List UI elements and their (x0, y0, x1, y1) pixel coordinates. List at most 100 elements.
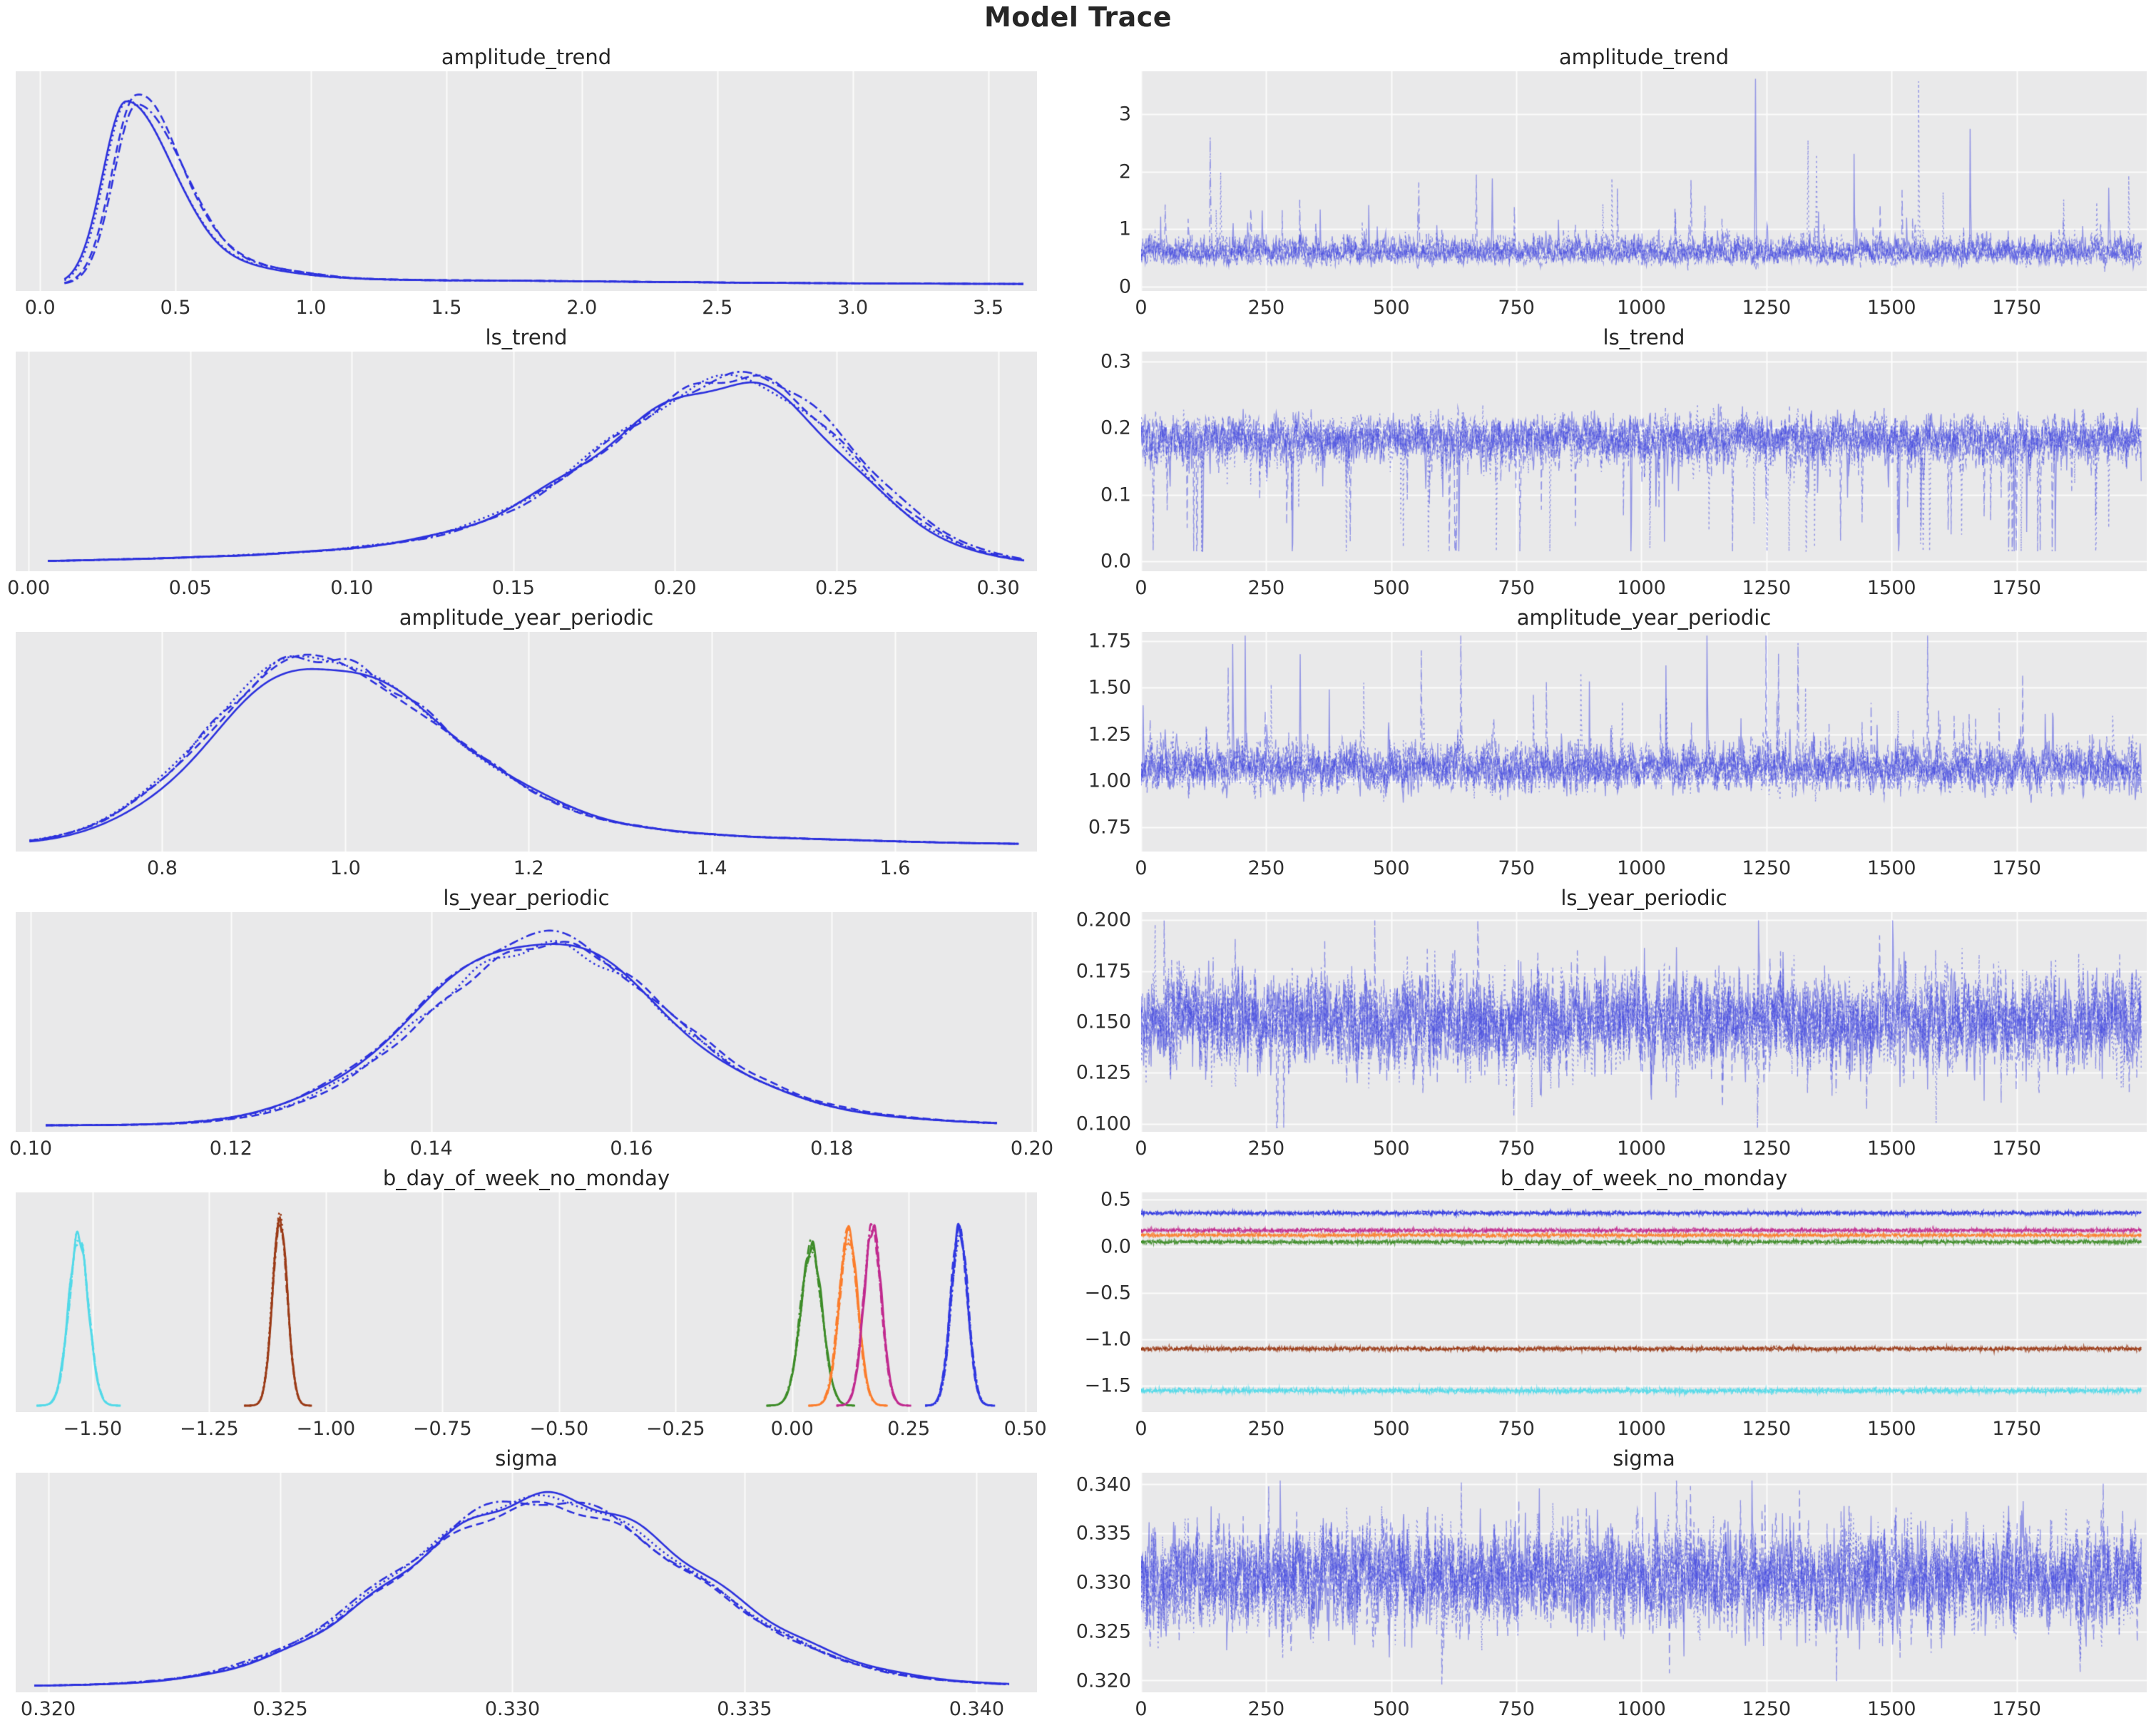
x-tick-label: 500 (1372, 1418, 1410, 1440)
x-tick-label: 250 (1247, 577, 1285, 599)
x-tick-label: 750 (1498, 857, 1535, 879)
x-tick-label: 750 (1498, 1698, 1535, 1720)
x-tick-label: 0 (1135, 1418, 1148, 1440)
x-tick-label: 0.340 (949, 1698, 1005, 1720)
x-tick-label: 1250 (1742, 577, 1792, 599)
panel-title: sigma (495, 1446, 558, 1471)
kde-canvas-sigma (16, 1473, 1037, 1692)
trace-canvas-amplitude_year_periodic (1141, 632, 2147, 852)
panel-ls_year_periodic-kde: ls_year_periodic 0.10 0.12 0.14 0.16 0.18 0.20 (9, 884, 1053, 1164)
x-tick-label: 0.0 (24, 297, 56, 319)
x-tick-label: 500 (1372, 1137, 1410, 1160)
x-tick-label: 1500 (1866, 297, 1916, 319)
x-tick-label: 1750 (1992, 1137, 2041, 1160)
kde-plot-area (16, 71, 1037, 291)
x-axis-labels: 0 250 500 750 1000 1250 1500 1750 (1135, 571, 2147, 601)
x-axis-labels: 0 250 500 750 1000 1250 1500 1750 (1135, 291, 2147, 321)
x-tick-label: 1.0 (295, 297, 327, 319)
y-tick-label: 0.5 (1100, 1188, 1131, 1211)
y-tick-label: −1.0 (1084, 1328, 1131, 1351)
x-tick-label: 1000 (1617, 857, 1666, 879)
y-tick-label: 0 (1118, 275, 1131, 298)
x-tick-label: 0.00 (770, 1418, 814, 1440)
x-tick-label: 750 (1498, 1418, 1535, 1440)
x-tick-label: −1.50 (63, 1418, 123, 1440)
panel-b_day_of_week_no_monday-trace: b_day_of_week_no_monday 0.5 0.0 −0.5 −1.0 −1.… (1084, 1164, 2147, 1444)
x-tick-label: 750 (1498, 577, 1535, 599)
trace-plot-area: 0.0 0.1 0.2 0.3 (1100, 351, 2147, 573)
kde-canvas-amplitude_trend (16, 71, 1037, 291)
x-tick-label: 3.5 (973, 297, 1004, 319)
x-axis-labels: −1.50 −1.25 −1.00 −0.75 −0.50 −0.25 0.00 0.25 0.… (16, 1412, 1047, 1442)
y-tick-label: 0.200 (1076, 909, 1131, 931)
y-tick-label: 1.75 (1088, 630, 1131, 653)
x-tick-label: 750 (1498, 1137, 1535, 1160)
y-tick-label: −0.5 (1084, 1282, 1131, 1304)
x-tick-label: 0.20 (1010, 1137, 1054, 1160)
x-tick-label: 0 (1135, 297, 1148, 319)
x-tick-label: 1250 (1742, 857, 1792, 879)
x-tick-label: 500 (1372, 297, 1410, 319)
x-tick-label: 250 (1247, 1137, 1285, 1160)
y-tick-label: 0.2 (1100, 416, 1131, 439)
panel-title: b_day_of_week_no_monday (382, 1166, 670, 1190)
y-tick-label: 0.75 (1088, 816, 1131, 839)
x-tick-label: 0.20 (653, 577, 697, 599)
x-tick-label: 0.12 (209, 1137, 252, 1160)
panel-title: ls_year_periodic (443, 886, 610, 910)
trace-canvas-b_day_of_week_no_monday (1141, 1192, 2147, 1412)
panel-title: amplitude_year_periodic (1516, 605, 1772, 630)
x-tick-label: 1750 (1992, 297, 2041, 319)
x-tick-label: 1.6 (879, 857, 911, 879)
x-tick-label: −0.50 (529, 1418, 589, 1440)
x-tick-label: 0.330 (484, 1698, 541, 1720)
x-tick-label: 0.00 (7, 577, 51, 599)
x-tick-label: 1.4 (696, 857, 727, 879)
panel-title: b_day_of_week_no_monday (1500, 1166, 1788, 1190)
x-tick-label: 500 (1372, 857, 1410, 879)
x-tick-label: 1750 (1992, 1698, 2041, 1720)
x-tick-label: 250 (1247, 1698, 1285, 1720)
panel-ls_year_periodic-trace: ls_year_periodic 0.100 0.125 0.150 0.175 0.20… (1076, 884, 2147, 1164)
x-tick-label: 1500 (1866, 577, 1916, 599)
x-tick-label: 0.25 (814, 577, 859, 599)
y-tick-label: 0.125 (1076, 1061, 1131, 1084)
trace-canvas-ls_year_periodic (1141, 912, 2147, 1132)
x-tick-label: 250 (1247, 857, 1285, 879)
trace-plot-area: 0.5 0.0 −0.5 −1.0 −1.5 (1084, 1189, 2147, 1412)
kde-plot-area (16, 352, 1037, 571)
panel-title: ls_trend (485, 325, 568, 349)
x-tick-label: 1000 (1617, 577, 1666, 599)
x-tick-label: 1500 (1866, 857, 1916, 879)
x-tick-label: 0.5 (160, 297, 191, 319)
x-tick-label: 0 (1135, 857, 1148, 879)
x-tick-label: 2.5 (702, 297, 733, 319)
panel-sigma-kde: sigma 0.320 0.325 0.330 0.335 0.340 (16, 1444, 1037, 1724)
x-tick-label: 1750 (1992, 1418, 2041, 1440)
x-tick-label: 1000 (1617, 1418, 1666, 1440)
trace-canvas-sigma (1141, 1473, 2147, 1692)
x-tick-label: 1000 (1617, 1137, 1666, 1160)
x-tick-label: 0.10 (330, 577, 374, 599)
x-axis-labels: 0 250 500 750 1000 1250 1500 1750 (1135, 852, 2147, 881)
x-tick-label: 1250 (1742, 1698, 1792, 1720)
x-tick-label: 1.2 (513, 857, 544, 879)
y-tick-label: 0.100 (1076, 1113, 1131, 1135)
x-tick-label: 1000 (1617, 297, 1666, 319)
x-axis-labels: 0 250 500 750 1000 1250 1500 1750 (1135, 1412, 2147, 1442)
x-tick-label: 0.30 (976, 577, 1020, 599)
y-tick-label: 0.3 (1100, 350, 1131, 373)
x-tick-label: 1750 (1992, 857, 2041, 879)
x-tick-label: 1000 (1617, 1698, 1666, 1720)
panel-title: amplitude_trend (1558, 45, 1730, 69)
panel-title: sigma (1613, 1446, 1675, 1471)
x-tick-label: 0 (1135, 1137, 1148, 1160)
figure-title: Model Trace (984, 1, 1172, 33)
x-tick-label: 1500 (1866, 1698, 1916, 1720)
kde-canvas-ls_trend (16, 352, 1037, 571)
x-tick-label: 0 (1135, 577, 1148, 599)
y-tick-label: 1.50 (1088, 676, 1131, 699)
x-axis-labels: 0.00 0.05 0.10 0.15 0.20 0.25 0.30 (7, 571, 1037, 601)
panel-amplitude_trend-kde: amplitude_trend 0.0 0.5 1.0 1.5 2.0 2.5 3.0 3.5 (16, 43, 1037, 323)
panel-title: amplitude_year_periodic (399, 605, 654, 630)
